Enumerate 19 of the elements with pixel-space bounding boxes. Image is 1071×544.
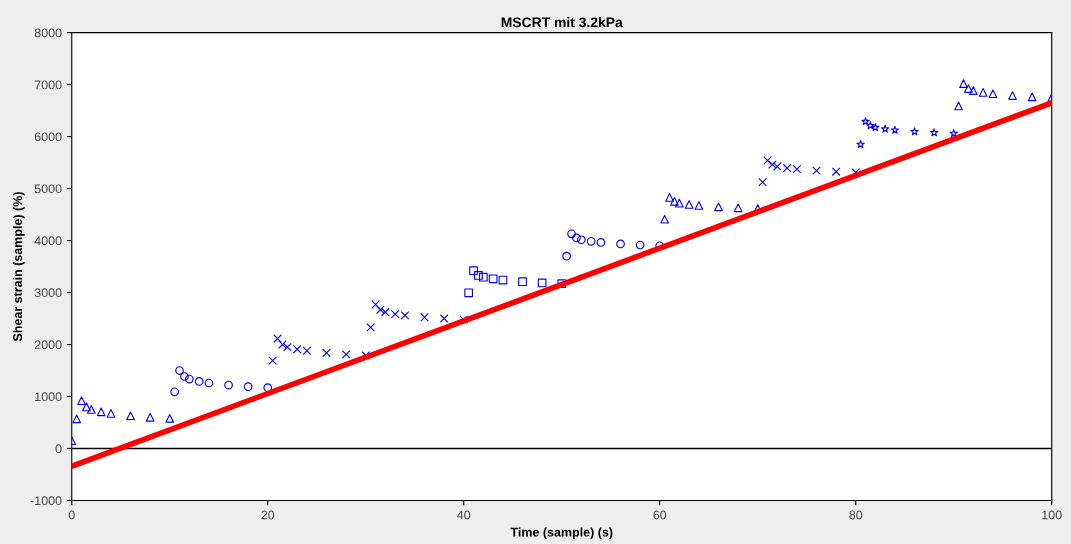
x-tick-label: 100	[1042, 510, 1062, 520]
chart-title: MSCRT mit 3.2kPa	[501, 17, 623, 28]
y-tick-label: 0	[55, 444, 62, 454]
y-tick-label: 4000	[34, 236, 62, 246]
x-tick-label: 40	[457, 510, 471, 520]
y-tick-label: 7000	[34, 80, 62, 90]
x-tick-label: 0	[68, 510, 75, 520]
x-tick-label: 20	[261, 510, 275, 520]
y-tick-label: -1000	[30, 496, 62, 506]
y-tick-label: 3000	[34, 288, 62, 298]
y-axis-title: Shear strain (sample) (%)	[12, 192, 25, 342]
y-tick-label: 2000	[34, 340, 62, 350]
x-tick-label: 60	[653, 510, 667, 520]
x-tick-label: 80	[849, 510, 863, 520]
y-tick-label: 6000	[34, 132, 62, 142]
y-tick-label: 5000	[34, 184, 62, 194]
y-tick-label: 1000	[35, 392, 62, 402]
x-axis-title: Time (sample) (s)	[510, 527, 613, 540]
y-tick-label: 8000	[34, 28, 62, 38]
